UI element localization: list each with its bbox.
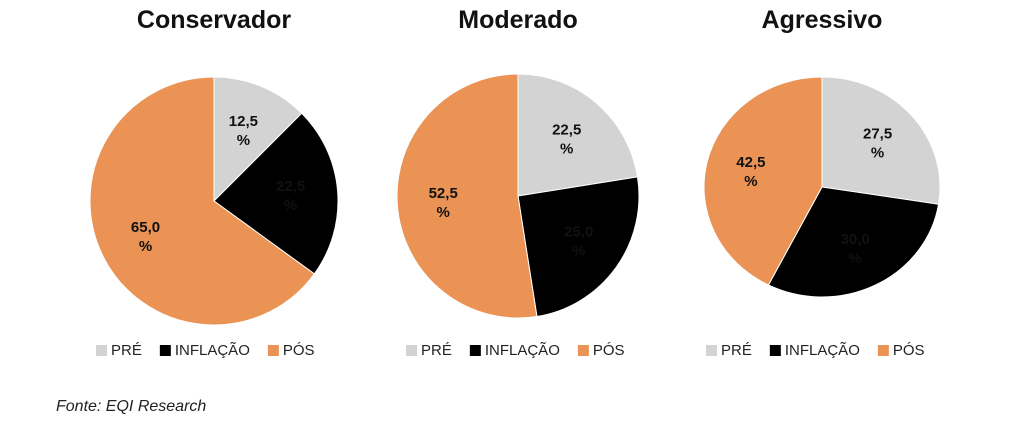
legend-label: INFLAÇÃO xyxy=(175,342,250,359)
legend: PRÉ INFLAÇÃO PÓS xyxy=(406,342,625,359)
legend-swatch-inflacao xyxy=(469,345,481,356)
slice-unit-label: % xyxy=(284,197,297,214)
legend-label: PÓS xyxy=(893,342,925,359)
slice-unit-label: % xyxy=(139,238,152,255)
slice-value-label: 52,5 xyxy=(429,185,458,202)
pie-slice-pre xyxy=(213,76,303,203)
pie-slice-pre xyxy=(821,76,941,205)
legend-label: PÓS xyxy=(593,342,625,359)
pie-slice-pos xyxy=(396,73,538,319)
legend-label: PRÉ xyxy=(421,342,452,359)
slice-unit-label: % xyxy=(871,145,884,162)
pie-slice-pre xyxy=(517,73,639,197)
legend-swatch-pre xyxy=(96,345,107,356)
chart-title: Moderado xyxy=(458,6,577,34)
slice-value-label: 27,5 xyxy=(863,126,892,143)
slice-value-label: 12,5 xyxy=(229,113,258,130)
chart-conservador: Conservador 12,5% 22,5% 65,0% PRÉ INFLAÇÃO PÓ… xyxy=(89,6,339,359)
legend: PRÉ INFLAÇÃO PÓS xyxy=(706,342,925,359)
legend-swatch-inflacao xyxy=(769,345,781,356)
source-note: Fonte: EQI Research xyxy=(56,398,207,415)
slice-unit-label: % xyxy=(849,250,862,267)
legend-label: INFLAÇÃO xyxy=(785,342,860,359)
chart-title: Agressivo xyxy=(762,6,883,34)
legend-swatch-pos xyxy=(577,345,589,356)
slice-unit-label: % xyxy=(744,173,757,190)
slice-unit-label: % xyxy=(437,204,450,221)
slice-value-label: 22,5 xyxy=(276,178,305,195)
chart-title: Conservador xyxy=(137,6,291,34)
legend-label: PRÉ xyxy=(111,342,142,359)
slice-value-label: 65,0 xyxy=(131,219,160,236)
legend: PRÉ INFLAÇÃO PÓS xyxy=(96,342,315,359)
slice-value-label: 42,5 xyxy=(736,154,765,171)
legend-swatch-pre xyxy=(406,345,417,356)
slice-value-label: 25,0 xyxy=(564,224,593,241)
pie-slice-inflacao xyxy=(767,186,940,298)
chart-moderado: Moderado 22,5% 25,0% 52,5% PRÉ INFLAÇÃO PÓS xyxy=(396,6,640,359)
pie-slice-pos xyxy=(703,76,823,286)
slice-value-label: 22,5 xyxy=(552,122,581,139)
slice-unit-label: % xyxy=(572,243,585,260)
pie-slice-pos xyxy=(89,76,316,326)
pie-slice-inflacao xyxy=(213,112,339,275)
slice-unit-label: % xyxy=(560,141,573,158)
legend-label: PÓS xyxy=(283,342,315,359)
chart-agressivo: Agressivo 27,5% 30,0% 42,5% PRÉ INFLAÇÃO PÓS xyxy=(703,6,941,359)
legend-swatch-pos xyxy=(267,345,279,356)
legend-swatch-pos xyxy=(877,345,889,356)
legend-label: PRÉ xyxy=(721,342,752,359)
legend-swatch-pre xyxy=(706,345,717,356)
legend-label: INFLAÇÃO xyxy=(485,342,560,359)
slice-unit-label: % xyxy=(237,132,250,149)
legend-swatch-inflacao xyxy=(159,345,171,356)
pie-slice-inflacao xyxy=(517,176,640,318)
slice-value-label: 30,0 xyxy=(841,231,870,248)
